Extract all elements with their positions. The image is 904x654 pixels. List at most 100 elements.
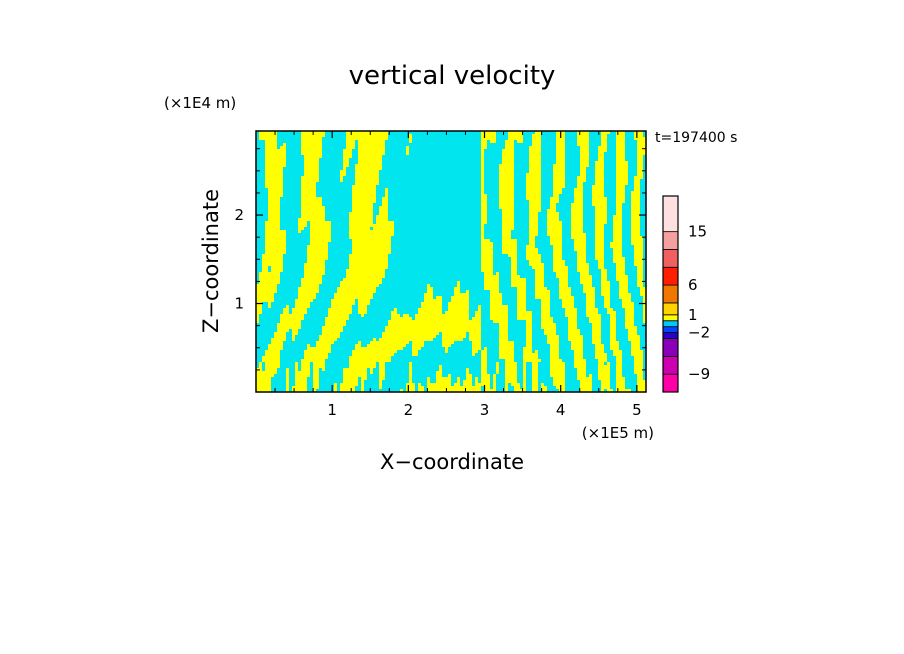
field-cell (358, 341, 362, 345)
field-cell (499, 368, 506, 372)
field-cell (622, 227, 632, 231)
field-cell (532, 323, 542, 327)
field-cell (346, 269, 386, 273)
field-cell (493, 320, 509, 324)
field-cell (415, 383, 419, 387)
field-cell (487, 371, 497, 375)
field-cell (640, 221, 646, 225)
field-cell (484, 167, 500, 171)
field-cell (256, 320, 260, 324)
field-cell (313, 386, 320, 390)
field-cell (514, 218, 530, 222)
field-cell (490, 380, 494, 384)
field-cell (538, 380, 554, 384)
field-cell (601, 323, 611, 327)
field-cell (256, 185, 266, 189)
field-cell (349, 266, 389, 270)
field-cell (271, 383, 287, 387)
field-cell (628, 281, 638, 285)
field-cell (388, 209, 482, 213)
field-cell (283, 341, 317, 345)
field-cell (571, 224, 584, 228)
field-cell (592, 203, 608, 207)
x-tick-label: 2 (404, 401, 414, 419)
field-cell (595, 170, 605, 174)
field-cell (529, 161, 542, 165)
field-cell (355, 146, 359, 150)
field-cell (592, 383, 602, 387)
field-cell (466, 377, 473, 381)
field-cell (574, 248, 587, 252)
field-cell (370, 341, 410, 345)
field-cell (559, 335, 569, 339)
field-cell (643, 308, 646, 312)
field-cell (559, 347, 572, 351)
field-cell (508, 389, 515, 392)
field-cell (283, 185, 302, 189)
field-cell (529, 203, 542, 207)
field-cell (562, 233, 572, 237)
field-cell (502, 242, 518, 246)
field-cell (445, 350, 449, 354)
field-cell (352, 239, 392, 243)
field-cell (541, 146, 557, 150)
field-cell (562, 359, 575, 363)
field-cell (484, 284, 500, 288)
field-cell (358, 302, 371, 306)
field-cell (601, 131, 611, 135)
field-cell (514, 173, 527, 177)
field-cell (505, 359, 515, 363)
field-cell (634, 179, 641, 183)
field-cell (553, 194, 560, 198)
field-cell (625, 149, 638, 153)
field-cell (409, 365, 413, 369)
field-cell (616, 332, 629, 336)
field-cell (319, 287, 338, 291)
field-cell (454, 383, 461, 387)
field-cell (382, 386, 407, 390)
field-cell (550, 350, 560, 354)
field-cell (505, 140, 515, 144)
field-cell (565, 362, 575, 366)
field-cell (637, 383, 646, 387)
field-cell (358, 155, 383, 159)
field-cell (643, 134, 646, 138)
field-cell (586, 302, 596, 306)
field-cell (484, 278, 500, 282)
field-cell (526, 371, 533, 375)
field-cell (496, 362, 500, 366)
field-cell (484, 224, 503, 228)
field-cell (256, 140, 266, 144)
field-cell (547, 209, 557, 213)
field-cell (304, 161, 320, 165)
field-cell (508, 329, 527, 333)
field-row (256, 383, 646, 387)
field-cell (289, 377, 296, 381)
colorbar-tick-label: 15 (688, 223, 707, 241)
field-cell (493, 266, 512, 270)
field-cell (298, 362, 302, 366)
field-cell (586, 173, 596, 177)
field-cell (580, 161, 590, 165)
field-cell (601, 272, 608, 276)
field-cell (595, 167, 605, 171)
field-cell (622, 305, 635, 309)
field-cell (538, 233, 548, 237)
field-cell (418, 389, 425, 392)
field-cell (628, 338, 641, 342)
field-cell (607, 308, 614, 312)
field-cell (346, 167, 356, 171)
field-cell (433, 287, 455, 291)
field-cell (466, 335, 470, 339)
field-cell (583, 185, 593, 189)
field-cell (604, 161, 617, 165)
field-cell (310, 371, 314, 375)
field-cell (268, 266, 272, 270)
field-cell (574, 356, 584, 360)
field-cell (574, 365, 587, 369)
field-cell (592, 278, 602, 282)
field-cell (619, 296, 632, 300)
field-cell (595, 206, 608, 210)
field-cell (295, 302, 311, 306)
field-cell (526, 191, 542, 195)
